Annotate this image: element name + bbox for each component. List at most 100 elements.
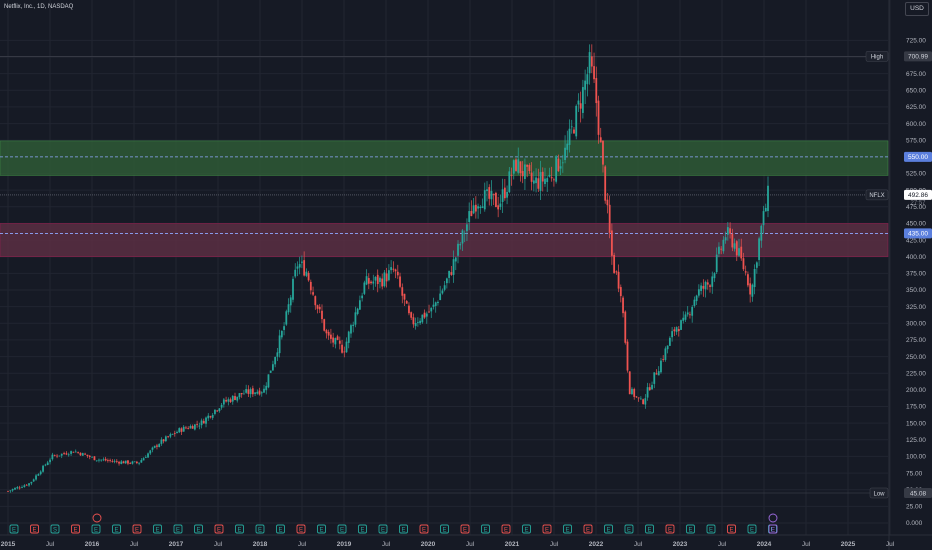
candle-body (648, 387, 651, 391)
y-tick-label: 150.00 (906, 420, 926, 427)
candle-body (459, 244, 462, 246)
candle-body (416, 322, 419, 323)
earnings-event-icon: E (686, 524, 695, 534)
candle-body (138, 462, 141, 464)
candle-body (171, 433, 174, 435)
candle-body (642, 399, 645, 404)
candle-body (677, 328, 680, 332)
candle-body (191, 426, 194, 429)
ticker-tag-value: 492.86 (908, 192, 928, 199)
candle-body (79, 452, 82, 456)
earnings-box (132, 524, 142, 534)
earnings-event-icon: E (747, 524, 757, 534)
earnings-box (727, 524, 736, 534)
candle-body (330, 334, 332, 339)
earnings-letter: E (278, 528, 282, 534)
candle-body (414, 323, 417, 327)
y-tick-label: 0.000 (906, 520, 923, 527)
candle-body (506, 191, 508, 198)
earnings-box (71, 524, 80, 534)
candle-body (303, 260, 306, 276)
earnings-event-icon: E (481, 524, 490, 534)
candle-body (51, 454, 54, 460)
candle-body (122, 461, 125, 464)
candle-body (316, 305, 319, 309)
earnings-box (194, 524, 203, 534)
high-tag-label-bg (865, 51, 889, 62)
time-axis[interactable]: 2015 Jul 2016 Jul 2017 Jul 2018 Jul 2019 Jul 2020 J… (1, 541, 895, 548)
candle-body (231, 395, 234, 402)
candle-body (361, 295, 364, 299)
candle-body (646, 387, 649, 398)
earnings-box (686, 524, 695, 534)
candle-body (292, 278, 294, 300)
low-tag-value: 45.08 (910, 490, 927, 497)
candle-body (46, 462, 49, 465)
candle-body (526, 164, 529, 167)
ticker-tag-label: NFLX (869, 193, 884, 199)
candle-body (704, 281, 707, 290)
candle-body (653, 372, 656, 384)
earnings-letter: E (360, 528, 364, 534)
price-zones (0, 140, 889, 258)
x-tick-label: 2015 (1, 541, 16, 548)
candle-body (258, 390, 261, 395)
earnings-box (624, 524, 634, 534)
candle-body (222, 399, 225, 405)
upcoming-dividend-icon (768, 513, 778, 523)
candle-body (443, 285, 446, 290)
candle-body (441, 290, 444, 294)
candle-body (156, 445, 158, 447)
event-markers: E E S E E E E E E E E E E E E E E E E E E E E E E E E E E E E E E E E E E EE (9, 513, 778, 534)
candle-body (510, 174, 513, 176)
candle-body (412, 317, 415, 325)
y-tick-label: 250.00 (906, 354, 926, 361)
earnings-letter: E (196, 528, 200, 534)
earnings-box (255, 524, 265, 534)
earnings-letter: E (12, 528, 16, 534)
candle-body (635, 396, 638, 398)
candle-body (23, 485, 26, 488)
candle-body (437, 301, 439, 303)
earnings-letter: E (709, 528, 713, 534)
candle-body (341, 344, 343, 353)
resistance-zone (0, 140, 889, 176)
price-axis[interactable]: 0.00025.0050.0075.00100.00125.00150.0017… (906, 38, 926, 528)
earnings-event-icon: E (419, 524, 429, 534)
candle-body (39, 471, 42, 475)
earnings-box (296, 524, 306, 534)
candle-body (88, 455, 91, 458)
candle-body (370, 281, 372, 284)
candle-body (608, 204, 611, 233)
earnings-event-icon: E (317, 524, 326, 534)
candle-body (590, 56, 593, 67)
chart-title: Netflix, Inc., 1D, NASDAQ (4, 4, 74, 10)
earnings-box (317, 524, 326, 534)
earnings-box (563, 524, 572, 534)
level-lower-tag-value: 435.00 (908, 231, 928, 238)
candle-body (376, 274, 379, 285)
candle-body (127, 460, 129, 464)
candle-body (457, 243, 459, 256)
candle-body (189, 426, 192, 429)
candle-body (16, 487, 19, 489)
candle-body (182, 426, 185, 432)
x-tick-label: 2025 (841, 541, 856, 548)
candle-body (200, 420, 203, 426)
candle-body (314, 296, 317, 306)
candle-body (350, 325, 352, 334)
earnings-event-icon: E (30, 524, 39, 534)
candle-body (651, 384, 653, 390)
earnings-box (440, 524, 449, 534)
candle-body (312, 292, 314, 295)
candle-body (63, 453, 65, 454)
candle-body (11, 489, 14, 491)
candle-body (216, 410, 219, 412)
candle-body (274, 357, 277, 365)
candle-body (37, 474, 40, 476)
currency-button[interactable]: USD (905, 2, 929, 16)
candle-body (495, 192, 497, 208)
candle-body (639, 398, 642, 400)
